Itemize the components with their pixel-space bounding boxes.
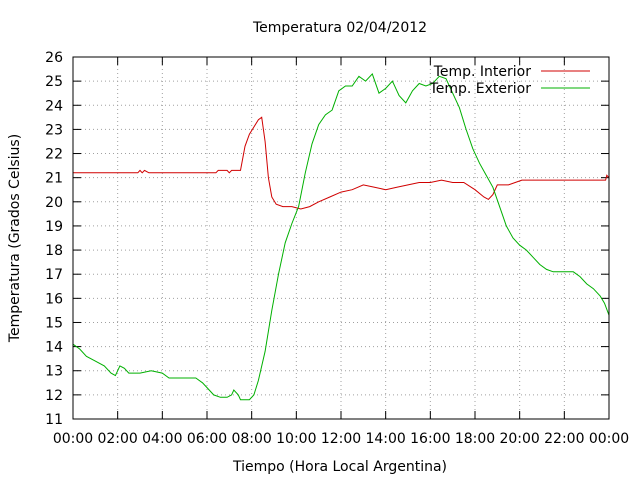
y-tick-label: 16 <box>45 291 63 307</box>
legend-label: Temp. Interior <box>433 64 532 80</box>
series-line-exterior <box>72 72 610 401</box>
x-tick-label: 00:00 <box>589 431 629 447</box>
grid <box>73 57 609 419</box>
x-tick-label: 18:00 <box>455 431 495 447</box>
y-tick-label: 15 <box>45 315 63 331</box>
y-tick-label: 22 <box>45 147 63 163</box>
y-axis-label: Temperatura (Grados Celsius) <box>7 134 23 343</box>
y-tick-label: 11 <box>45 412 63 428</box>
y-tick-label: 25 <box>45 74 63 90</box>
y-tick-label: 20 <box>45 195 63 211</box>
y-tick-label: 21 <box>45 171 63 187</box>
x-tick-label: 10:00 <box>276 431 316 447</box>
legend-label: Temp. Exterior <box>429 81 532 97</box>
plot-border <box>72 56 610 420</box>
x-axis-label: Tiempo (Hora Local Argentina) <box>232 459 447 475</box>
x-tick-label: 04:00 <box>142 431 182 447</box>
y-tick-label: 14 <box>45 340 63 356</box>
series-line-interior <box>73 116 610 210</box>
y-tick-label: 23 <box>45 122 63 138</box>
y-tick-label: 18 <box>45 243 63 259</box>
series-layer <box>72 72 610 401</box>
x-tick-label: 08:00 <box>231 431 271 447</box>
x-tick-label: 20:00 <box>499 431 539 447</box>
y-tick-label: 17 <box>45 267 63 283</box>
x-tick-label: 22:00 <box>544 431 584 447</box>
x-tick-label: 06:00 <box>187 431 227 447</box>
x-tick-label: 12:00 <box>321 431 361 447</box>
chart-title: Temperatura 02/04/2012 <box>252 20 427 36</box>
y-tick-label: 26 <box>45 50 63 66</box>
y-tick-label: 19 <box>45 219 63 235</box>
x-tick-label: 14:00 <box>365 431 405 447</box>
x-tick-label: 02:00 <box>97 431 137 447</box>
y-tick-label: 13 <box>45 364 63 380</box>
y-tick-label: 24 <box>45 98 63 114</box>
y-tick-label: 12 <box>45 388 63 404</box>
x-tick-label: 00:00 <box>53 431 93 447</box>
x-tick-label: 16:00 <box>410 431 450 447</box>
